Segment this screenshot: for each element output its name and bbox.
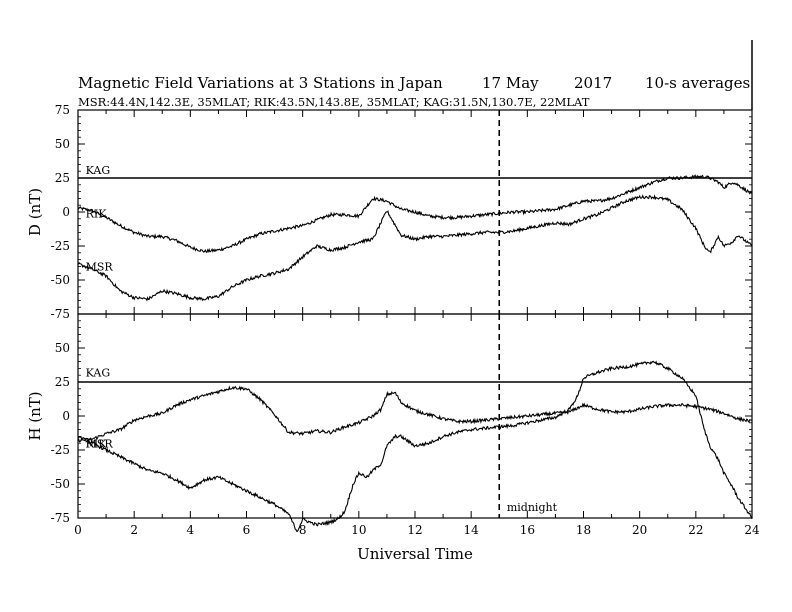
annotation-kag: KAG bbox=[86, 164, 111, 177]
annotation-rik: RIK bbox=[86, 207, 108, 220]
stations-info: MSR:44.4N,142.3E, 35MLAT; RIK:43.5N,143.… bbox=[78, 95, 590, 109]
x-tick-label: 16 bbox=[520, 523, 535, 537]
x-tick-label: 18 bbox=[576, 523, 591, 537]
x-tick-label: 24 bbox=[744, 523, 760, 537]
chart-averaging: 10-s averages bbox=[645, 74, 750, 92]
x-tick-label: 0 bbox=[74, 523, 82, 537]
y-axis-label: H (nT) bbox=[26, 391, 44, 440]
series-msr-line bbox=[77, 360, 753, 532]
x-tick-label: 10 bbox=[351, 523, 366, 537]
annotation-msr: MSR bbox=[86, 260, 114, 273]
panel-frame-1 bbox=[77, 313, 753, 519]
x-tick-label: 8 bbox=[299, 523, 307, 537]
annotation-kag: KAG bbox=[86, 367, 111, 380]
annotation-msr: MSR bbox=[86, 437, 114, 450]
y-tick-label: -50 bbox=[51, 273, 70, 287]
y-tick-label: 25 bbox=[55, 171, 70, 185]
chart-date: 17 May bbox=[482, 74, 539, 92]
chart-year: 2017 bbox=[574, 74, 612, 92]
series-msr-line bbox=[77, 194, 753, 302]
x-tick-label: 2 bbox=[130, 523, 138, 537]
y-tick-label: 0 bbox=[62, 409, 70, 423]
series-rik-line bbox=[77, 174, 753, 254]
y-tick-label: 0 bbox=[62, 205, 70, 219]
x-tick-label: 14 bbox=[464, 523, 480, 537]
y-axis-label: D (nT) bbox=[26, 188, 44, 236]
y-tick-label: 50 bbox=[55, 341, 70, 355]
x-tick-label: 12 bbox=[407, 523, 422, 537]
annotation-rik: RIK bbox=[86, 437, 108, 450]
annotation-midnight: midnight bbox=[507, 501, 558, 514]
y-tick-label: -25 bbox=[51, 443, 70, 457]
x-tick-label: 4 bbox=[187, 523, 195, 537]
y-tick-label: -75 bbox=[51, 511, 70, 525]
y-tick-label: 75 bbox=[55, 103, 70, 117]
x-axis-label: Universal Time bbox=[357, 545, 473, 563]
chart-title: Magnetic Field Variations at 3 Stations … bbox=[78, 74, 443, 92]
y-tick-label: 25 bbox=[55, 375, 70, 389]
series-rik-line bbox=[77, 385, 753, 443]
x-tick-label: 6 bbox=[243, 523, 251, 537]
y-tick-label: 50 bbox=[55, 137, 70, 151]
y-tick-label: -75 bbox=[51, 307, 70, 321]
x-tick-label: 20 bbox=[632, 523, 647, 537]
y-tick-label: -25 bbox=[51, 239, 70, 253]
x-tick-label: 22 bbox=[688, 523, 703, 537]
y-tick-label: -50 bbox=[51, 477, 70, 491]
